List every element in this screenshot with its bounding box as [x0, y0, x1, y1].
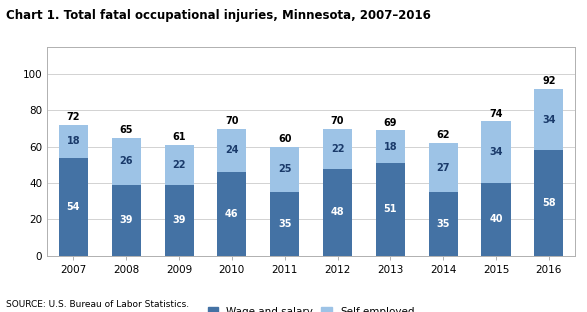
- Text: 70: 70: [225, 116, 238, 126]
- Bar: [270, 147, 299, 192]
- Bar: [217, 172, 247, 256]
- Text: 48: 48: [330, 207, 345, 217]
- Text: 39: 39: [173, 215, 185, 225]
- Bar: [323, 168, 352, 256]
- Text: 26: 26: [120, 156, 133, 166]
- Bar: [429, 143, 458, 192]
- Text: 92: 92: [542, 76, 555, 86]
- Bar: [534, 89, 564, 150]
- Bar: [112, 185, 141, 256]
- Bar: [59, 125, 88, 158]
- Text: 60: 60: [278, 134, 291, 144]
- Bar: [164, 145, 194, 185]
- Text: 70: 70: [331, 116, 344, 126]
- Bar: [376, 130, 405, 163]
- Text: 72: 72: [67, 112, 80, 122]
- Text: 62: 62: [437, 130, 450, 140]
- Text: 58: 58: [542, 198, 556, 208]
- Bar: [429, 192, 458, 256]
- Text: 27: 27: [437, 163, 450, 173]
- Text: 61: 61: [173, 132, 185, 142]
- Text: 22: 22: [173, 160, 185, 170]
- Text: 39: 39: [120, 215, 133, 225]
- Bar: [376, 163, 405, 256]
- Text: 18: 18: [383, 142, 397, 152]
- Text: 35: 35: [278, 219, 291, 229]
- Text: 24: 24: [225, 145, 238, 155]
- Text: 54: 54: [67, 202, 80, 212]
- Bar: [164, 185, 194, 256]
- Bar: [481, 121, 511, 183]
- Legend: Wage and salary, Self-employed: Wage and salary, Self-employed: [208, 307, 414, 312]
- Text: 69: 69: [384, 118, 397, 128]
- Bar: [481, 183, 511, 256]
- Bar: [217, 129, 247, 172]
- Text: 35: 35: [437, 219, 450, 229]
- Text: Chart 1. Total fatal occupational injuries, Minnesota, 2007–2016: Chart 1. Total fatal occupational injuri…: [6, 9, 431, 22]
- Text: 74: 74: [490, 109, 502, 119]
- Text: 40: 40: [490, 214, 502, 225]
- Bar: [59, 158, 88, 256]
- Text: 22: 22: [331, 144, 344, 154]
- Bar: [534, 150, 564, 256]
- Text: 65: 65: [120, 125, 133, 135]
- Text: 18: 18: [66, 136, 80, 146]
- Text: 34: 34: [542, 115, 555, 124]
- Bar: [270, 192, 299, 256]
- Text: 34: 34: [490, 147, 502, 157]
- Text: 46: 46: [225, 209, 238, 219]
- Bar: [323, 129, 352, 168]
- Text: SOURCE: U.S. Bureau of Labor Statistics.: SOURCE: U.S. Bureau of Labor Statistics.: [6, 300, 189, 309]
- Text: 51: 51: [384, 204, 397, 214]
- Text: 25: 25: [278, 164, 291, 174]
- Bar: [112, 138, 141, 185]
